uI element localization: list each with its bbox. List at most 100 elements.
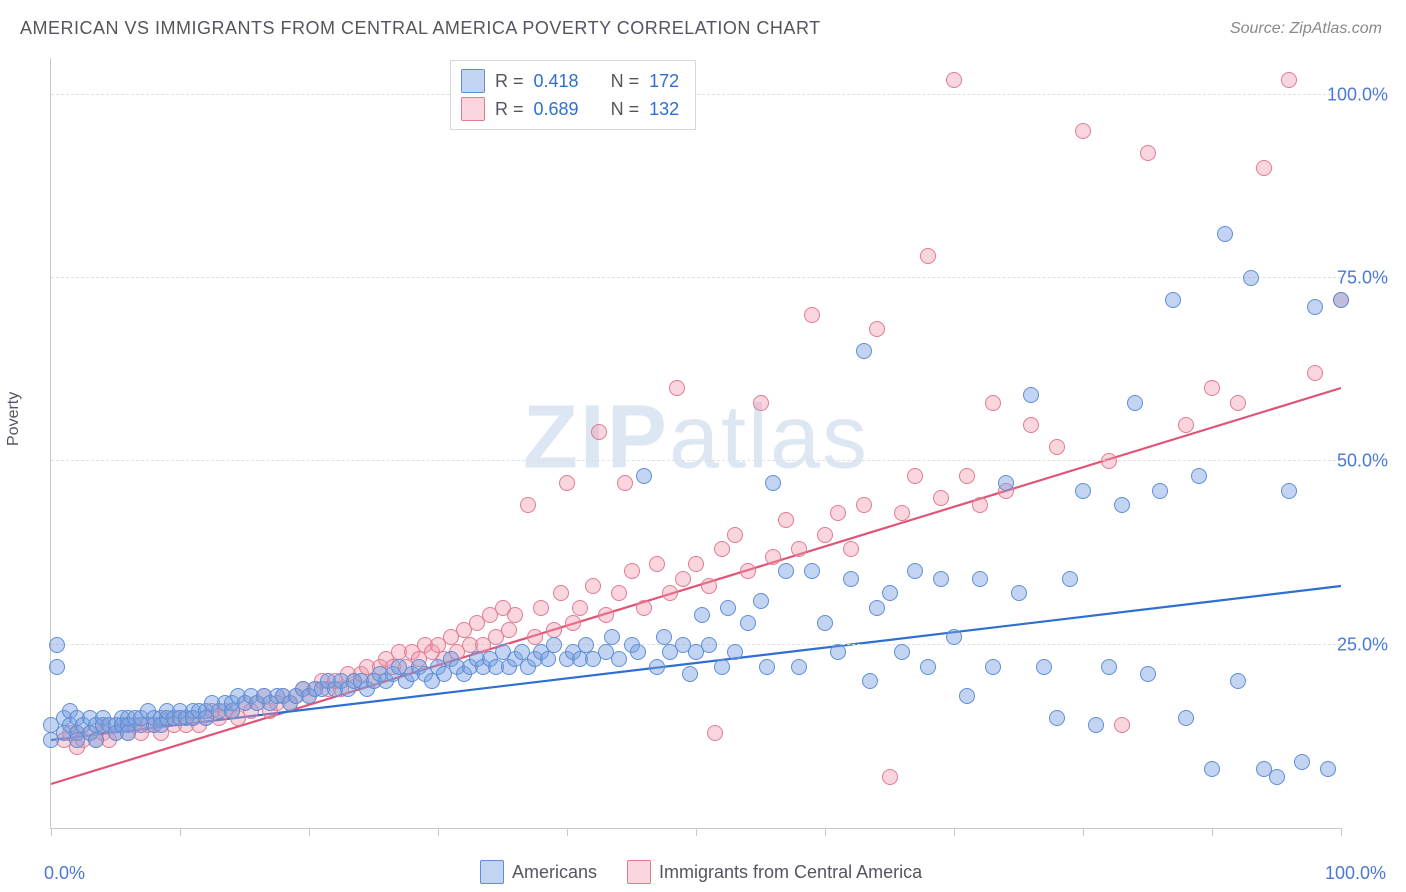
n-label: N =	[611, 67, 640, 95]
x-tick	[567, 828, 568, 836]
data-point	[920, 659, 936, 675]
data-point	[907, 468, 923, 484]
r-value: 0.418	[534, 67, 579, 95]
data-point	[972, 497, 988, 513]
data-point	[920, 248, 936, 264]
data-point	[972, 571, 988, 587]
r-label: R =	[495, 67, 524, 95]
data-point	[636, 600, 652, 616]
data-point	[778, 512, 794, 528]
data-point	[1114, 717, 1130, 733]
data-point	[1320, 761, 1336, 777]
data-point	[630, 644, 646, 660]
y-axis-label: Poverty	[5, 392, 23, 446]
data-point	[649, 659, 665, 675]
data-point	[791, 541, 807, 557]
data-point	[1204, 761, 1220, 777]
swatch-americans	[480, 860, 504, 884]
x-tick	[1083, 828, 1084, 836]
data-point	[1075, 483, 1091, 499]
r-value: 0.689	[534, 95, 579, 123]
data-point	[501, 622, 517, 638]
data-point	[591, 424, 607, 440]
data-point	[1178, 417, 1194, 433]
gridline	[51, 460, 1341, 461]
data-point	[624, 563, 640, 579]
data-point	[694, 607, 710, 623]
y-tick-label: 25.0%	[1337, 634, 1388, 655]
data-point	[894, 505, 910, 521]
data-point	[720, 600, 736, 616]
data-point	[862, 673, 878, 689]
stats-legend: R = 0.418 N = 172 R = 0.689 N = 132	[450, 60, 696, 130]
data-point	[565, 615, 581, 631]
x-tick	[438, 828, 439, 836]
data-point	[669, 380, 685, 396]
x-tick	[1212, 828, 1213, 836]
n-value: 172	[649, 67, 679, 95]
data-point	[959, 688, 975, 704]
swatch-americans	[461, 69, 485, 93]
data-point	[894, 644, 910, 660]
data-point	[527, 629, 543, 645]
data-point	[1023, 387, 1039, 403]
data-point	[765, 475, 781, 491]
x-tick-100: 100.0%	[1325, 863, 1386, 884]
data-point	[49, 637, 65, 653]
data-point	[1281, 72, 1297, 88]
data-point	[662, 585, 678, 601]
data-point	[572, 600, 588, 616]
data-point	[611, 651, 627, 667]
legend-label: Immigrants from Central America	[659, 862, 922, 883]
y-tick-label: 75.0%	[1337, 268, 1388, 289]
legend-label: Americans	[512, 862, 597, 883]
data-point	[617, 475, 633, 491]
data-point	[946, 72, 962, 88]
data-point	[1281, 483, 1297, 499]
data-point	[804, 563, 820, 579]
x-tick	[825, 828, 826, 836]
r-label: R =	[495, 95, 524, 123]
data-point	[1062, 571, 1078, 587]
y-tick-label: 100.0%	[1327, 84, 1388, 105]
data-point	[585, 578, 601, 594]
data-point	[1101, 453, 1117, 469]
data-point	[546, 637, 562, 653]
data-point	[856, 497, 872, 513]
data-point	[753, 593, 769, 609]
chart-title: AMERICAN VS IMMIGRANTS FROM CENTRAL AMER…	[20, 18, 821, 39]
data-point	[578, 637, 594, 653]
data-point	[1217, 226, 1233, 242]
data-point	[830, 505, 846, 521]
data-point	[598, 607, 614, 623]
data-point	[688, 556, 704, 572]
data-point	[869, 321, 885, 337]
data-point	[1011, 585, 1027, 601]
data-point	[682, 666, 698, 682]
data-point	[759, 659, 775, 675]
x-tick	[1341, 828, 1342, 836]
data-point	[843, 571, 859, 587]
data-point	[1191, 468, 1207, 484]
data-point	[1243, 270, 1259, 286]
data-point	[701, 637, 717, 653]
data-point	[540, 651, 556, 667]
data-point	[727, 527, 743, 543]
data-point	[49, 659, 65, 675]
data-point	[985, 659, 1001, 675]
x-tick	[696, 828, 697, 836]
legend-item-immigrants: Immigrants from Central America	[627, 860, 922, 884]
scatter-plot-area: ZIPatlas	[50, 58, 1341, 829]
data-point	[1140, 666, 1156, 682]
data-point	[740, 615, 756, 631]
data-point	[817, 527, 833, 543]
data-point	[507, 607, 523, 623]
series-legend: Americans Immigrants from Central Americ…	[480, 860, 922, 884]
x-tick	[309, 828, 310, 836]
data-point	[1178, 710, 1194, 726]
data-point	[1088, 717, 1104, 733]
data-point	[1165, 292, 1181, 308]
data-point	[546, 622, 562, 638]
swatch-immigrants	[627, 860, 651, 884]
source-attribution: Source: ZipAtlas.com	[1230, 20, 1382, 38]
